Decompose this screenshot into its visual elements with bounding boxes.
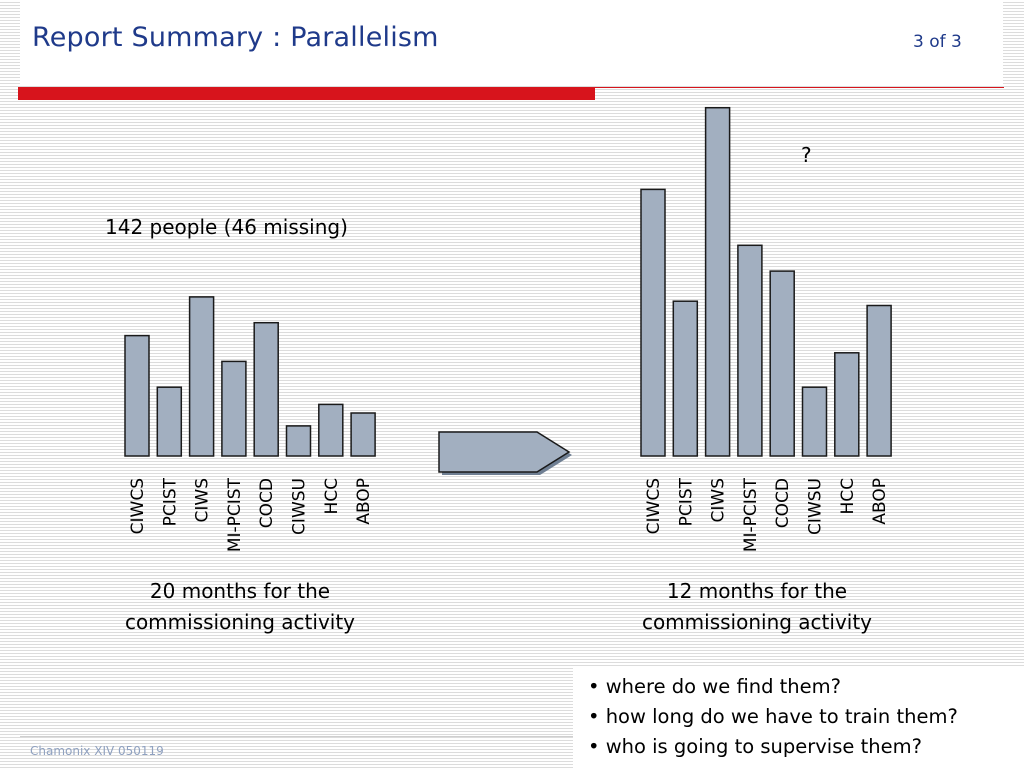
right-caption-line-2: commissioning activity bbox=[641, 610, 873, 634]
tick-label-ciwcs: CIWCS bbox=[644, 478, 664, 534]
right-caption: 12 months for the commissioning activity bbox=[607, 576, 907, 638]
bar-ciws bbox=[188, 296, 215, 457]
bullets-panel bbox=[573, 666, 1024, 768]
tick-label-ciws: CIWS bbox=[709, 478, 729, 522]
accent-line bbox=[595, 87, 1004, 88]
right-caption-line-1: 12 months for the bbox=[666, 579, 848, 603]
tick-label-abop: ABOP bbox=[870, 478, 890, 525]
left-caption-line-2: commissioning activity bbox=[124, 610, 356, 634]
tick-label-cocd: COCD bbox=[257, 478, 277, 528]
chart-right: CIWCS PCIST CIWS MI-PCIST COCD CIWSU HCC ABOP bbox=[640, 106, 892, 552]
tick-label-ciwcs: CIWCS bbox=[128, 478, 148, 534]
footer-divider bbox=[20, 736, 573, 737]
bar-ciwcs bbox=[640, 188, 666, 457]
tick-label-mi-pcist: MI-PCIST bbox=[741, 477, 761, 552]
left-caption-line-1: 20 months for the bbox=[149, 579, 331, 603]
bar-abop bbox=[350, 412, 376, 457]
bar-hcc bbox=[834, 352, 860, 457]
people-count-note: 142 people (46 missing) bbox=[105, 215, 348, 239]
bar-mi-pcist bbox=[737, 244, 763, 457]
chart-left: CIWCS PCIST CIWS MI-PCIST COCD CIWSU HCC ABOP bbox=[124, 296, 376, 552]
bar-abop bbox=[866, 304, 892, 457]
bar-mi-pcist bbox=[221, 360, 247, 457]
accent-bar bbox=[18, 87, 595, 100]
right-arrow-icon bbox=[438, 431, 572, 475]
bullet-item: • how long do we have to train them? bbox=[588, 705, 958, 728]
bar-ciwsu bbox=[801, 386, 828, 457]
question-mark: ? bbox=[801, 143, 812, 167]
tick-label-hcc: HCC bbox=[838, 478, 858, 515]
tick-label-pcist: PCIST bbox=[160, 477, 180, 526]
left-caption: 20 months for the commissioning activity bbox=[90, 576, 390, 638]
tick-label-ciwsu: CIWSU bbox=[806, 478, 826, 535]
bar-ciws bbox=[704, 106, 731, 457]
bar-pcist bbox=[156, 386, 183, 457]
bar-ciwcs bbox=[124, 334, 150, 457]
tick-label-ciws: CIWS bbox=[193, 478, 213, 522]
footer-text: Chamonix XIV 050119 bbox=[30, 744, 164, 758]
bar-cocd bbox=[769, 270, 795, 457]
tick-label-hcc: HCC bbox=[322, 478, 342, 515]
bar-pcist bbox=[672, 300, 699, 457]
bar-ciwsu bbox=[285, 425, 312, 457]
page-number: 3 of 3 bbox=[913, 32, 962, 52]
bar-hcc bbox=[318, 403, 344, 457]
bar-cocd bbox=[253, 321, 279, 457]
tick-label-cocd: COCD bbox=[773, 478, 793, 528]
bullet-item: • who is going to supervise them? bbox=[588, 735, 922, 758]
tick-label-ciwsu: CIWSU bbox=[290, 478, 310, 535]
bullet-item: • where do we find them? bbox=[588, 675, 842, 698]
title-panel bbox=[20, 0, 1003, 86]
tick-label-mi-pcist: MI-PCIST bbox=[225, 477, 245, 552]
slide-title: Report Summary : Parallelism bbox=[32, 22, 439, 53]
tick-label-pcist: PCIST bbox=[676, 477, 696, 526]
tick-label-abop: ABOP bbox=[354, 478, 374, 525]
